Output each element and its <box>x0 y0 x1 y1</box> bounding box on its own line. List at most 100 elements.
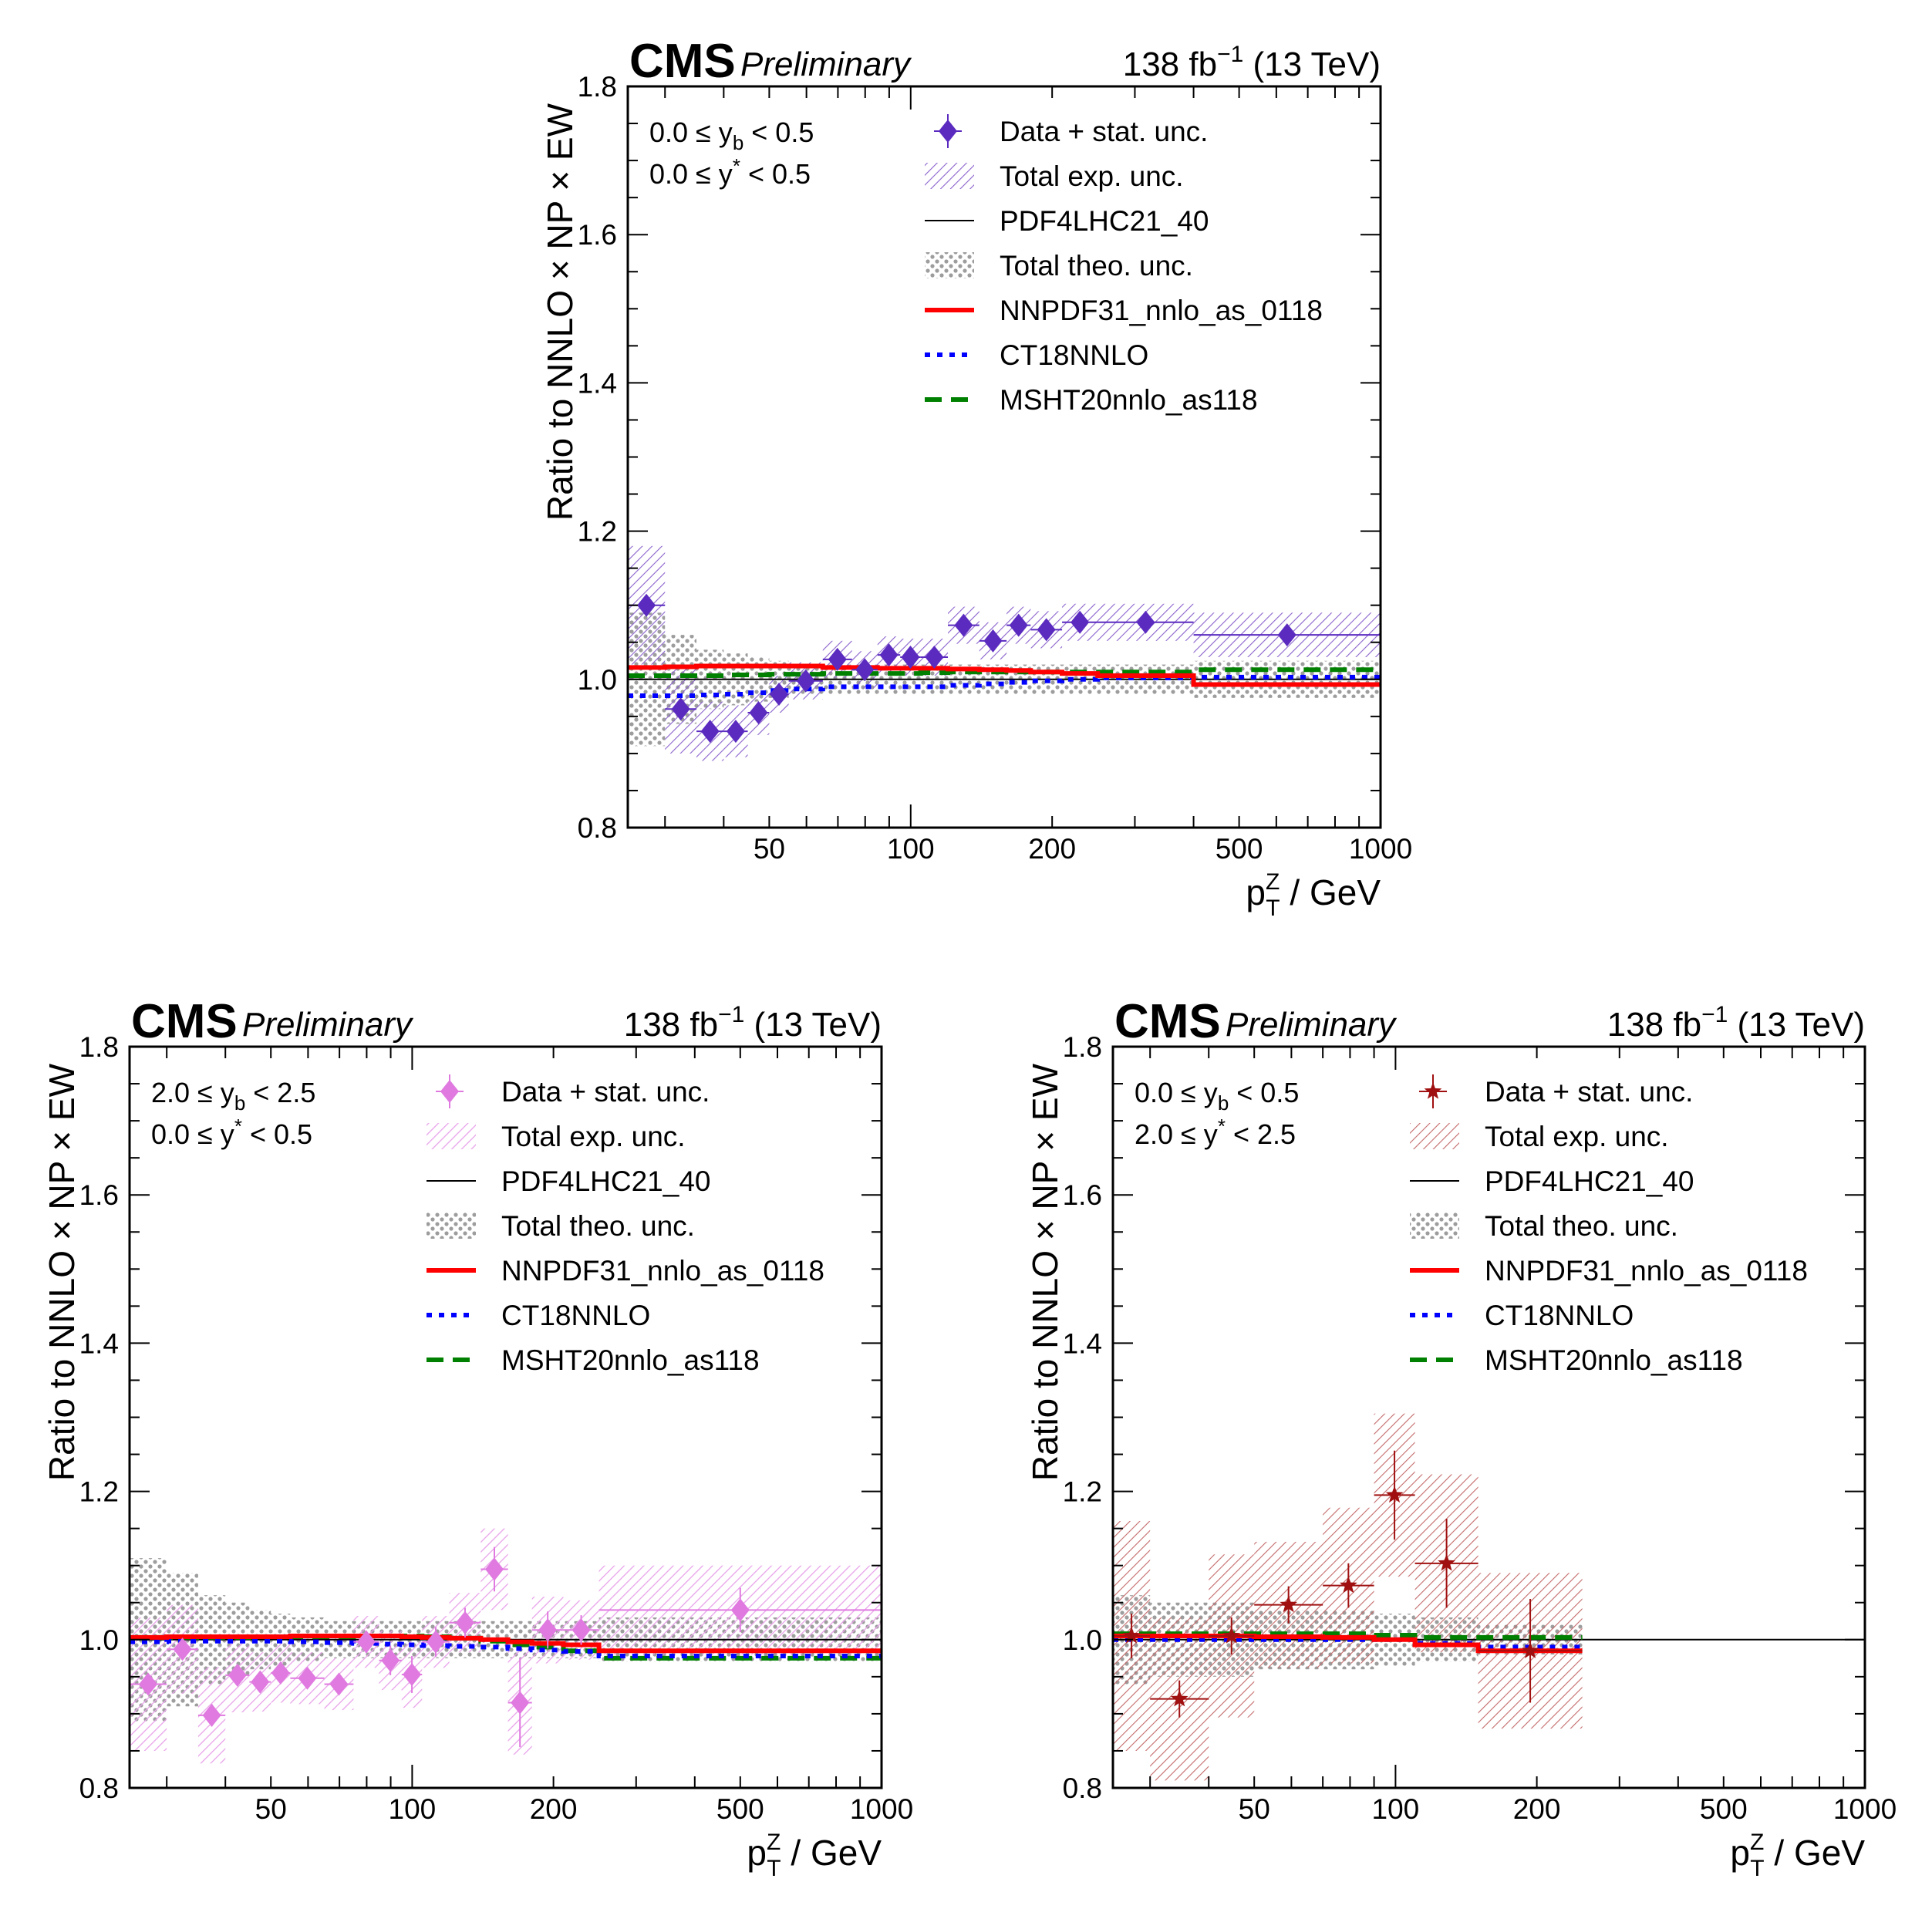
msht-line <box>1113 1631 1583 1640</box>
data-marker <box>572 1618 591 1642</box>
legend-label-exp: Total exp. unc. <box>501 1121 686 1152</box>
y-tick-label: 1.6 <box>578 219 617 251</box>
x-tick-label: 50 <box>754 833 785 865</box>
data-marker <box>796 669 815 693</box>
legend-label-data: Data + stat. unc. <box>1485 1076 1693 1108</box>
data-point <box>948 613 979 637</box>
legend-label-data: Data + stat. unc. <box>1000 116 1208 147</box>
data-point <box>1193 623 1381 647</box>
nnpdf-line <box>130 1634 882 1654</box>
x-axis-label: pZ T / GeV <box>1730 1830 1865 1881</box>
data-marker <box>1071 610 1090 634</box>
data-marker <box>879 643 899 667</box>
data-point <box>598 1587 882 1633</box>
data-marker <box>954 613 973 637</box>
y-tick-label: 0.8 <box>79 1772 119 1804</box>
x-tick-label: 1000 <box>1833 1793 1897 1825</box>
legend-label-data: Data + stat. unc. <box>501 1076 710 1108</box>
x-tick-label: 50 <box>255 1793 287 1825</box>
x-tick-label: 1000 <box>850 1793 913 1825</box>
legend-label-theo: Total theo. unc. <box>1485 1210 1678 1242</box>
legend-label-nnpdf: NNPDF31_nnlo_as_0118 <box>1000 295 1323 326</box>
bin-label-yb: 0.0 ≤ yb < 0.5 <box>649 116 814 154</box>
data-point <box>1323 1563 1374 1608</box>
data-marker <box>202 1703 221 1727</box>
legend-label-nnpdf: NNPDF31_nnlo_as_0118 <box>1485 1255 1808 1287</box>
data-point <box>401 1655 423 1693</box>
bin-label-yb: 0.0 ≤ yb < 0.5 <box>1135 1077 1299 1115</box>
data-point <box>379 1645 402 1675</box>
data-point <box>1150 1680 1209 1718</box>
data-marker <box>1009 613 1028 637</box>
x-tick-label: 500 <box>716 1793 764 1825</box>
y-tick-label: 0.8 <box>578 812 617 844</box>
y-tick-label: 1.0 <box>79 1624 119 1656</box>
legend-label-msht: MSHT20nnlo_as118 <box>501 1344 760 1376</box>
ct18-line <box>130 1638 882 1658</box>
data-point <box>480 1546 508 1592</box>
data-point <box>1254 1586 1323 1624</box>
data-point <box>769 683 789 707</box>
data-point <box>1097 610 1194 634</box>
data-marker <box>726 720 745 744</box>
bin-label-ystar: 2.0 ≤ y* < 2.5 <box>1135 1115 1296 1150</box>
data-marker <box>1521 1641 1539 1658</box>
data-marker <box>1280 1595 1298 1613</box>
data-marker <box>1339 1576 1357 1594</box>
bin-label-ystar: 0.0 ≤ y* < 0.5 <box>649 154 811 190</box>
y-tick-label: 1.0 <box>578 664 617 696</box>
data-marker <box>925 645 944 669</box>
data-marker <box>139 1672 158 1696</box>
experiment-label: CMS <box>629 35 736 88</box>
data-point <box>900 645 921 669</box>
legend-label-ct18: CT18NNLO <box>1000 339 1148 371</box>
data-point <box>353 1630 379 1654</box>
legend-swatch-exp <box>427 1123 476 1149</box>
data-marker <box>1170 1689 1189 1707</box>
legend-label-theo: Total theo. unc. <box>501 1210 695 1242</box>
legend-label-exp: Total exp. unc. <box>1000 160 1184 192</box>
data-marker <box>828 647 847 671</box>
legend-swatch-exp <box>925 163 974 189</box>
data-point <box>1030 618 1063 642</box>
data-marker <box>1438 1553 1455 1571</box>
data-point <box>723 720 748 744</box>
data-point <box>851 658 878 682</box>
panel-bottom-right: 0.8 1.0 1.2 1.4 1.6 1.8 50 100 200 500 1000 CMS Prel… <box>1025 995 1897 1881</box>
legend-label-ct18: CT18NNLO <box>1485 1300 1634 1331</box>
legend-swatch-theo <box>427 1213 476 1239</box>
legend: Data + stat. unc. Total exp. unc. PDF4LHC2… <box>427 1074 824 1376</box>
legend-marker-data <box>440 1080 459 1103</box>
data-marker <box>403 1662 422 1686</box>
legend-swatch-exp <box>1410 1123 1459 1149</box>
bin-label-yb: 2.0 ≤ yb < 2.5 <box>151 1077 315 1115</box>
status-label: Preliminary <box>1226 1006 1398 1044</box>
data-point <box>249 1670 271 1694</box>
data-marker <box>251 1670 270 1694</box>
plot-area <box>1113 1413 1865 1781</box>
data-point <box>225 1663 250 1687</box>
data-marker <box>671 697 690 721</box>
data-marker <box>700 720 720 744</box>
x-tick-label: 1000 <box>1349 833 1412 865</box>
data-point <box>788 669 823 693</box>
plot-area <box>628 545 1381 761</box>
data-point <box>563 1615 599 1645</box>
x-tick-label: 200 <box>530 1793 578 1825</box>
data-point <box>290 1666 325 1690</box>
data-marker <box>1122 1627 1141 1644</box>
data-point <box>979 629 1007 653</box>
data-marker <box>730 1598 750 1622</box>
data-point <box>920 645 949 669</box>
data-point <box>1478 1598 1583 1703</box>
y-tick-label: 1.0 <box>1063 1624 1102 1656</box>
data-point <box>747 701 770 725</box>
data-marker <box>1037 618 1056 642</box>
experiment-label: CMS <box>1114 995 1221 1048</box>
data-marker <box>381 1648 400 1672</box>
x-tick-label: 200 <box>1028 833 1076 865</box>
data-point <box>130 1672 167 1696</box>
data-marker <box>901 645 920 669</box>
data-marker <box>983 629 1003 653</box>
